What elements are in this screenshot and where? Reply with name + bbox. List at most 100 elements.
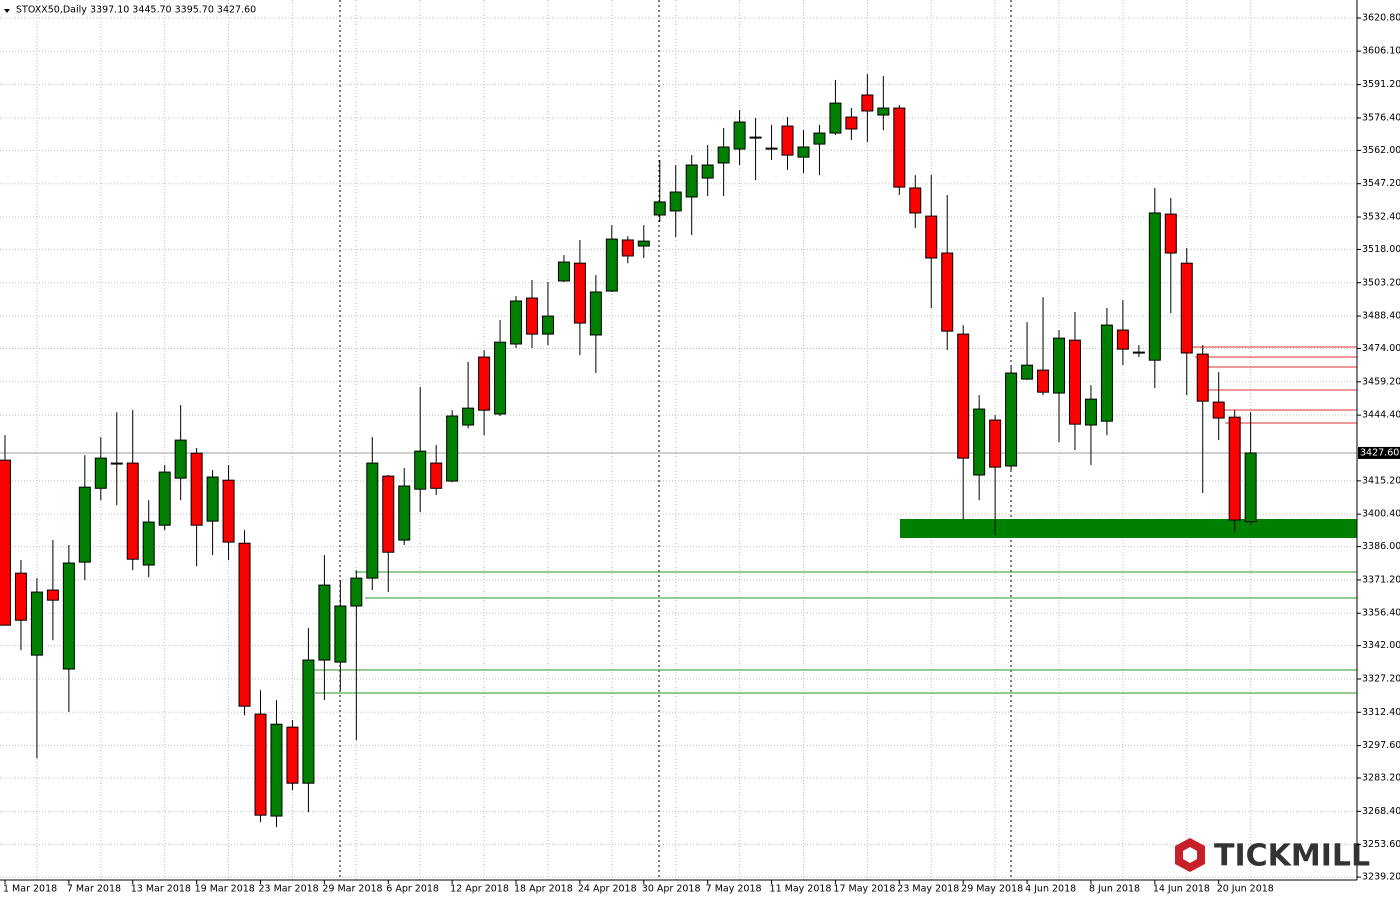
candle-body <box>174 439 187 479</box>
candle-body <box>270 723 283 817</box>
candle-body <box>510 300 523 345</box>
y-tick-label: 3400.40 <box>1362 509 1400 520</box>
candle-body <box>1100 324 1113 422</box>
y-tick-label: 3283.20 <box>1362 773 1400 784</box>
x-tick-label: 4 Jun 2018 <box>1025 884 1076 895</box>
candle-body <box>446 415 459 482</box>
y-tick-label: 3415.20 <box>1362 475 1400 486</box>
candle-body <box>142 521 155 566</box>
y-tick-label: 3488.40 <box>1362 311 1400 322</box>
x-tick-label: 19 Mar 2018 <box>195 884 255 895</box>
candle-body <box>781 125 794 156</box>
candle-body <box>1116 329 1129 350</box>
candle-body <box>398 485 411 541</box>
x-tick-label: 29 May 2018 <box>961 884 1023 895</box>
candle-body <box>62 562 75 670</box>
candles <box>0 74 1257 828</box>
candle-body <box>238 542 251 707</box>
header-icon <box>4 9 10 13</box>
candle-body <box>925 215 938 259</box>
y-tick-label: 3620.80 <box>1362 13 1400 24</box>
candle-body <box>494 341 507 415</box>
y-tick-label: 3562.00 <box>1362 145 1400 156</box>
grid <box>0 0 1357 880</box>
candle-body <box>1132 351 1145 354</box>
analysis-lines <box>310 346 1357 694</box>
x-tick-label: 11 May 2018 <box>770 884 832 895</box>
candle-body <box>957 333 970 459</box>
current-price-label: 3427.60 <box>1360 447 1399 458</box>
candle-body <box>941 252 954 332</box>
ohlc-header: 3397.10 3445.70 3395.70 3427.60 <box>90 5 256 16</box>
candle-body <box>478 356 491 411</box>
logo-text: TICKMILL <box>1214 839 1370 874</box>
candle-body <box>605 238 618 292</box>
y-tick-label: 3239.20 <box>1362 872 1400 883</box>
candle-body <box>989 419 1002 468</box>
candle-body <box>573 262 586 324</box>
y-tick-label: 3268.40 <box>1362 806 1400 817</box>
candle-body <box>669 191 682 212</box>
candle-body <box>222 479 235 543</box>
y-tick-label: 3591.20 <box>1362 79 1400 90</box>
candle-body <box>1164 213 1177 254</box>
candle-body <box>46 589 59 601</box>
candle-body <box>909 187 922 214</box>
candle-body <box>813 132 826 145</box>
candle-body <box>350 577 363 607</box>
x-tick-label: 18 Apr 2018 <box>514 884 573 895</box>
chart-title: STOXX50,Daily <box>16 5 87 16</box>
x-tick-label: 17 May 2018 <box>833 884 895 895</box>
y-tick-label: 3547.20 <box>1362 178 1400 189</box>
candle-body <box>286 726 299 784</box>
candle-body <box>318 584 331 661</box>
candle-body <box>893 107 906 188</box>
x-tick-label: 7 May 2018 <box>706 884 762 895</box>
x-tick-label: 7 Mar 2018 <box>67 884 121 895</box>
candle-body <box>1244 452 1257 523</box>
candle-body <box>334 605 347 663</box>
candle-body <box>1021 364 1034 380</box>
y-tick-label: 3518.00 <box>1362 244 1400 255</box>
candle-body <box>845 116 858 130</box>
candle-body <box>78 486 91 563</box>
candle-body <box>557 261 570 282</box>
y-tick-label: 3606.10 <box>1362 46 1400 57</box>
x-tick-label: 29 Mar 2018 <box>322 884 382 895</box>
candle-body <box>1196 353 1209 402</box>
y-tick-label: 3297.60 <box>1362 740 1400 751</box>
candle-body <box>206 476 219 522</box>
y-tick-label: 3342.00 <box>1362 640 1400 651</box>
candle-body <box>30 591 43 656</box>
x-tick-label: 6 Apr 2018 <box>386 884 439 895</box>
candle-body <box>254 713 267 816</box>
candle-body <box>1053 337 1066 394</box>
current-price-box <box>1358 446 1400 459</box>
y-tick-label: 3503.20 <box>1362 277 1400 288</box>
candle-body <box>1228 416 1241 521</box>
y-tick-label: 3312.40 <box>1362 707 1400 718</box>
candle-body <box>637 240 650 247</box>
candle-body <box>126 462 139 560</box>
y-tick-label: 3371.20 <box>1362 574 1400 585</box>
y-tick-label: 3356.40 <box>1362 608 1400 619</box>
x-tick-label: 20 Jun 2018 <box>1217 884 1274 895</box>
y-tick-label: 3474.00 <box>1362 343 1400 354</box>
candle-body <box>1180 262 1193 354</box>
candle-body <box>1148 212 1161 361</box>
candle-body <box>541 315 554 335</box>
logo-icon-inner <box>1183 847 1197 863</box>
x-tick-label: 30 Apr 2018 <box>642 884 701 895</box>
support-zone <box>900 519 1357 538</box>
x-tick-label: 13 Mar 2018 <box>131 884 191 895</box>
candle-body <box>653 201 666 216</box>
candle-body <box>829 102 842 134</box>
candle-body <box>733 121 746 150</box>
candle-body <box>1005 372 1018 467</box>
x-tick-label: 8 Jun 2018 <box>1089 884 1140 895</box>
y-tick-label: 3444.40 <box>1362 410 1400 421</box>
candle-body <box>158 471 171 526</box>
candle-body <box>382 475 395 553</box>
